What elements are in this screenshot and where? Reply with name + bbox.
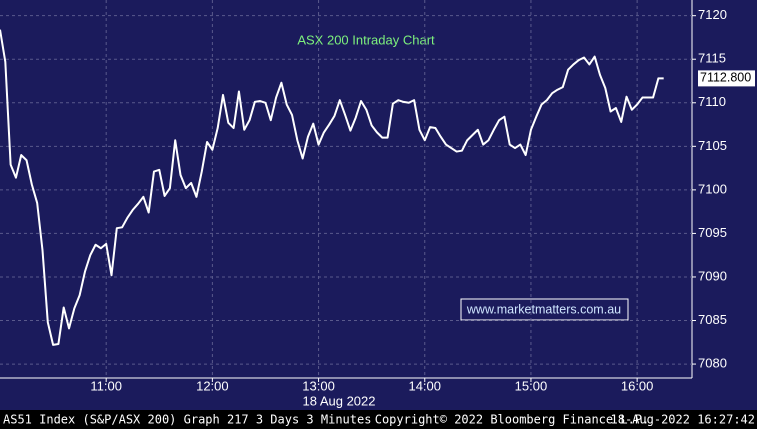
- y-tick-label: 7095: [698, 225, 727, 240]
- footer-center: Copyright© 2022 Bloomberg Finance L.P.: [375, 413, 650, 427]
- y-tick-label: 7105: [698, 138, 727, 153]
- footer-bar: [0, 410, 757, 429]
- watermark-box: [460, 298, 629, 321]
- watermark: www.marketmatters.com.au: [466, 302, 621, 316]
- last-price-box: [698, 70, 755, 87]
- x-tick-label: 16:00: [621, 378, 654, 393]
- last-price-label: 7112.800: [700, 71, 751, 85]
- y-tick-label: 7100: [698, 181, 727, 196]
- x-tick-label: 12:00: [196, 378, 229, 393]
- footer-right: 18-Aug-2022 16:27:42: [611, 413, 756, 427]
- y-tick-label: 7085: [698, 312, 727, 327]
- x-axis-label: 18 Aug 2022: [302, 393, 375, 408]
- y-tick-label: 7110: [698, 94, 726, 109]
- x-tick-label: 13:00: [302, 378, 335, 393]
- y-tick-label: 7080: [698, 356, 727, 371]
- price-line: [0, 29, 664, 346]
- y-tick-label: 7115: [698, 51, 726, 66]
- background: [0, 0, 757, 410]
- x-tick-label: 11:00: [90, 378, 122, 393]
- y-tick-label: 7120: [698, 7, 727, 22]
- x-tick-label: 15:00: [515, 378, 548, 393]
- y-tick-label: 7090: [698, 268, 727, 283]
- chart-title: ASX 200 Intraday Chart: [297, 32, 435, 47]
- footer-left: AS51 Index (S&P/ASX 200) Graph 217 3 Day…: [3, 413, 371, 427]
- x-tick-label: 14:00: [408, 378, 441, 393]
